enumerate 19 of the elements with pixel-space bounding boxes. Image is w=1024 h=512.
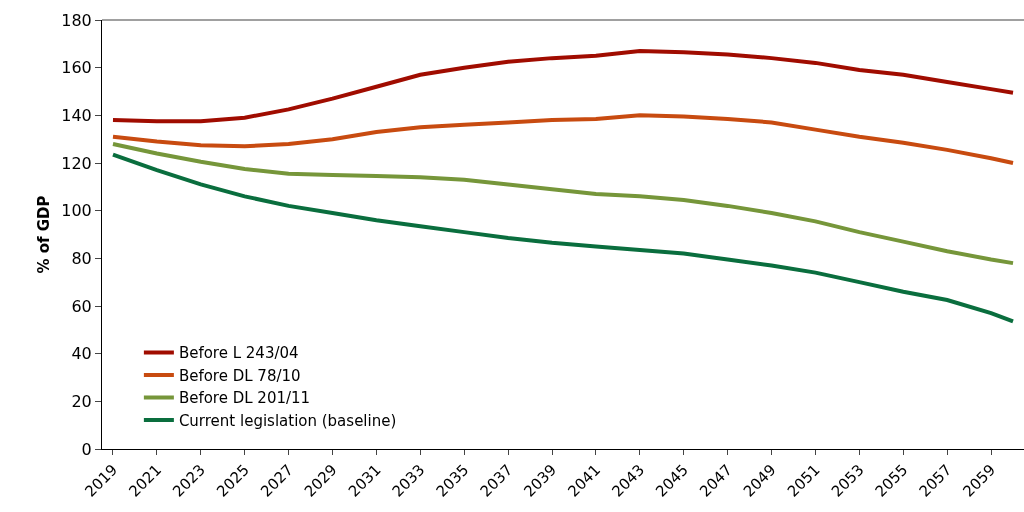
- legend-label: Before L 243/04: [178, 344, 299, 363]
- y-tick-label: 120: [61, 153, 92, 173]
- legend-label: Before DL 201/11: [178, 389, 311, 408]
- y-tick-label: 140: [61, 105, 92, 125]
- line-series: [110, 141, 1016, 266]
- y-tick-label: 160: [61, 58, 92, 78]
- y-tick-label: 80: [71, 248, 92, 268]
- legend-label: Current legislation (baseline): [178, 411, 397, 430]
- y-tick-label: 180: [61, 10, 92, 30]
- legend-label: Before DL 78/10: [178, 366, 301, 385]
- y-tick-label: 60: [71, 296, 92, 316]
- y-axis-title: % of GDP: [34, 195, 53, 274]
- line-series: [110, 152, 1016, 324]
- y-tick-label: 20: [71, 391, 92, 411]
- y-tick-label: 40: [71, 344, 92, 364]
- line-series: [110, 113, 1016, 165]
- y-tick-label: 0: [81, 439, 92, 459]
- line-series: [110, 48, 1016, 124]
- y-tick-label: 100: [61, 201, 92, 221]
